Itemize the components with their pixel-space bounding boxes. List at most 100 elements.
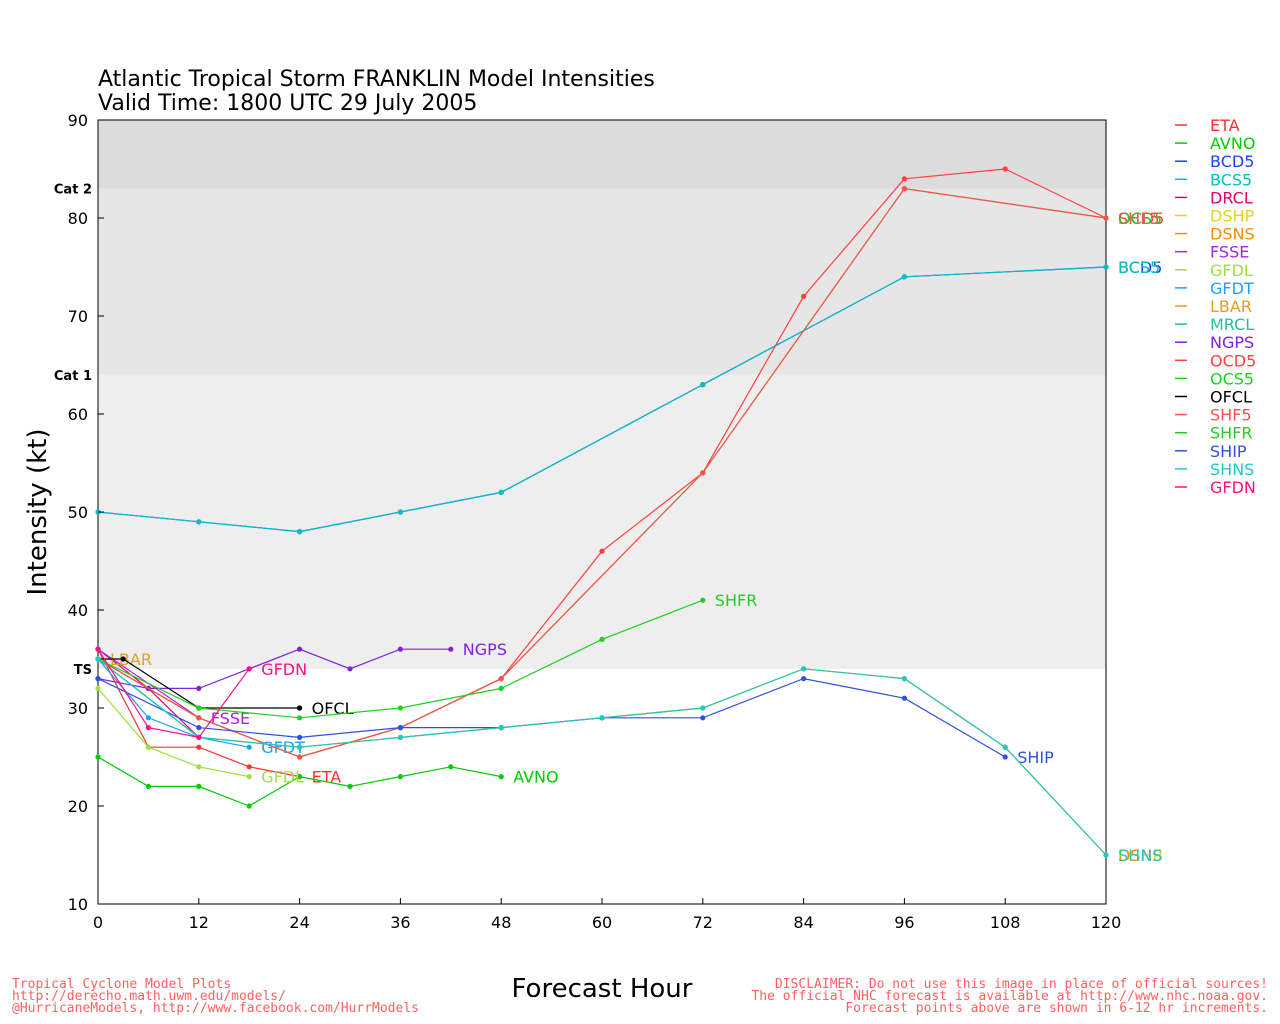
data-point-shf5 [297,754,303,760]
x-tick-label: 24 [289,913,309,932]
legend-item-bcd5: BCD5 [1175,152,1254,171]
series-line-shf5 [97,187,1107,758]
y-tick-label: 80 [68,209,88,228]
data-point-bcs5 [196,519,202,525]
data-point-gfdt [145,715,151,721]
series-end-label-gfdt: GFDT [261,738,305,757]
x-tick-label: 60 [592,913,612,932]
x-tick-label: 0 [93,913,103,932]
data-point-gfdl [145,744,151,750]
data-point-gfdl [246,774,252,780]
footer-left-line2: http://derecho.math.uwm.edu/models/ [12,989,286,1004]
band-label: TS [74,663,92,678]
legend-label: OCS5 [1210,369,1254,388]
series-end-label-bcd5: BCD5 [1118,258,1162,277]
footer-left-line3: @HurricaneModels, http://www.facebook.co… [12,1001,419,1016]
footer-right-line1: DISCLAIMER: Do not use this image in pla… [775,977,1268,992]
series-shns: SHNS [95,656,1162,865]
legend-item-dsns: DSNS [1175,225,1255,244]
series-line-dshp [97,658,1107,856]
series-line-ofcl [98,658,300,709]
series-end-label-shns: SHNS [1118,846,1162,865]
y-tick-label: 60 [68,405,88,424]
data-point-bcs5 [1103,264,1109,270]
legend-label: OCD5 [1210,351,1256,370]
data-point-avno [347,783,353,790]
x-tick-label: 96 [894,913,914,932]
data-point-avno [297,774,303,780]
y-tick-label: 30 [68,699,88,718]
legend-label: BCD5 [1210,152,1254,171]
data-point-shns [901,676,908,682]
data-point-avno [498,774,504,780]
legend-item-mrcl: MRCL [1175,315,1254,334]
data-point-ship [196,725,202,731]
data-point-gfdn [145,725,151,731]
series-end-label-shfr: SHFR [715,591,758,610]
series-end-label-ocd5: OCD5 [1118,209,1164,228]
series-gfdn: GFDN [95,646,307,741]
series-end-label-gfdn: GFDN [261,660,307,679]
y-tick-label: 90 [68,111,88,130]
legend-label: SHF5 [1210,406,1252,425]
legend-item-avno: AVNO [1175,134,1255,153]
data-point-ngps [347,666,353,672]
x-tick-label: 72 [693,913,713,932]
legend-label: FSSE [1210,243,1249,262]
legend-item-shfr: SHFR [1175,424,1253,443]
legend-item-dshp: DSHP [1175,207,1255,226]
y-tick-label: 70 [68,307,88,326]
series-end-label-lbar: LBAR [110,650,152,669]
data-point-shns [700,705,706,711]
series-end-label-shf5: SHF5 [1118,209,1160,228]
data-point-shf5 [700,470,706,476]
data-point-ocd5 [901,176,908,182]
x-tick-label: 36 [390,913,410,932]
x-tick-label: 12 [189,913,209,932]
x-tick-label: 48 [491,913,511,932]
x-tick-label: 108 [990,913,1021,932]
series-end-label-ngps: NGPS [463,640,507,659]
series-line-shns [97,658,1107,856]
legend-label: NGPS [1210,333,1254,352]
data-point-shfr [196,705,202,711]
footer-left-line1: Tropical Cyclone Model Plots [12,977,231,992]
legend-item-shns: SHNS [1175,460,1254,479]
legend-label: GFDT [1210,279,1254,298]
series-end-label-ocs5: OCS5 [1118,209,1162,228]
legend-label: ETA [1210,116,1240,135]
legend-item-fsse: FSSE [1175,243,1249,262]
legend-item-gfdn: GFDN [1175,478,1256,497]
data-point-shf5 [1103,215,1109,221]
series-end-label-bcs5: BCS5 [1118,258,1160,277]
data-point-shns [1002,744,1008,750]
series-end-label-eta: ETA [312,768,342,787]
data-point-avno [448,764,454,770]
data-point-shns [801,666,807,672]
series-avno: AVNO [95,754,559,809]
data-point-ofcl [297,705,303,711]
legend-item-shf5: SHF5 [1175,406,1252,425]
data-point-shns [95,656,101,662]
data-point-bcs5 [297,529,303,535]
series-shfr: SHFR [95,591,758,721]
data-point-shfr [498,685,504,692]
legend-label: SHNS [1210,460,1254,479]
data-point-avno [397,774,403,780]
data-point-ocd5 [801,293,807,299]
legend-label: MRCL [1210,315,1254,334]
chart-title-line1: Atlantic Tropical Storm FRANKLIN Model I… [98,67,655,92]
data-point-shf5 [901,186,908,192]
data-point-gfdt [246,744,252,750]
legend-item-ship: SHIP [1175,442,1247,461]
data-point-gfdl [196,764,202,770]
data-point-avno [246,803,252,809]
legend: ETAAVNOBCD5BCS5DRCLDSHPDSNSFSSEGFDLGFDTL… [1175,116,1256,497]
legend-item-bcs5: BCS5 [1175,170,1252,189]
y-axis-label: Intensity (kt) [23,429,53,596]
legend-label: DSHP [1210,207,1255,226]
data-point-ocd5 [599,548,605,554]
series-dsns: DSNS [95,656,1163,865]
